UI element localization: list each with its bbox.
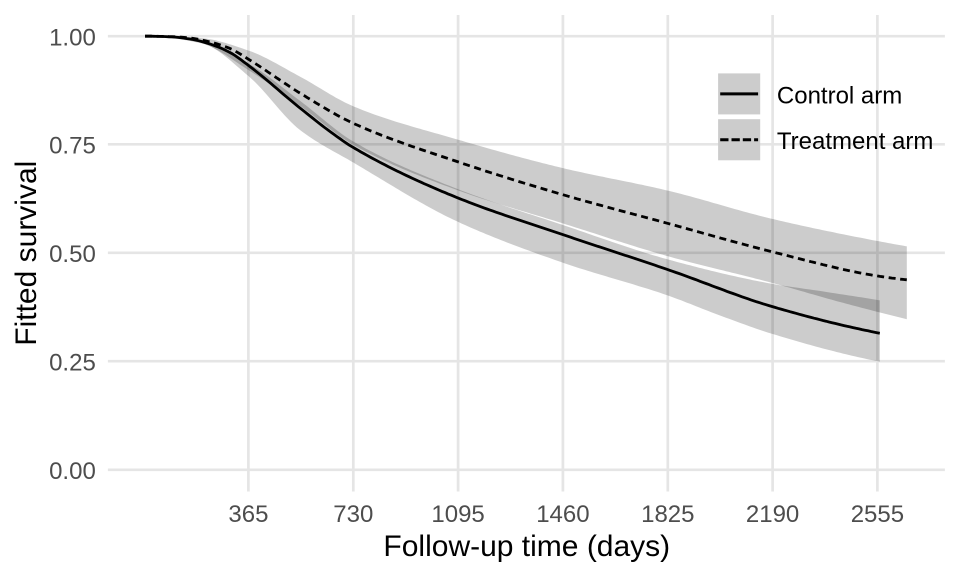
svg-text:Follow-up time (days): Follow-up time (days) bbox=[383, 530, 670, 563]
svg-text:0.00: 0.00 bbox=[49, 458, 96, 485]
svg-text:0.25: 0.25 bbox=[49, 350, 96, 377]
svg-text:1460: 1460 bbox=[536, 501, 589, 528]
svg-text:1.00: 1.00 bbox=[49, 25, 96, 52]
svg-text:Fitted survival: Fitted survival bbox=[10, 161, 43, 346]
svg-text:2555: 2555 bbox=[851, 501, 904, 528]
svg-text:Control arm: Control arm bbox=[777, 82, 902, 109]
svg-text:0.50: 0.50 bbox=[49, 241, 96, 268]
svg-text:0.75: 0.75 bbox=[49, 133, 96, 160]
svg-text:730: 730 bbox=[333, 501, 373, 528]
svg-text:2190: 2190 bbox=[746, 501, 799, 528]
svg-text:1095: 1095 bbox=[431, 501, 484, 528]
svg-text:1825: 1825 bbox=[641, 501, 694, 528]
svg-text:365: 365 bbox=[228, 501, 268, 528]
svg-text:Treatment arm: Treatment arm bbox=[777, 128, 933, 155]
